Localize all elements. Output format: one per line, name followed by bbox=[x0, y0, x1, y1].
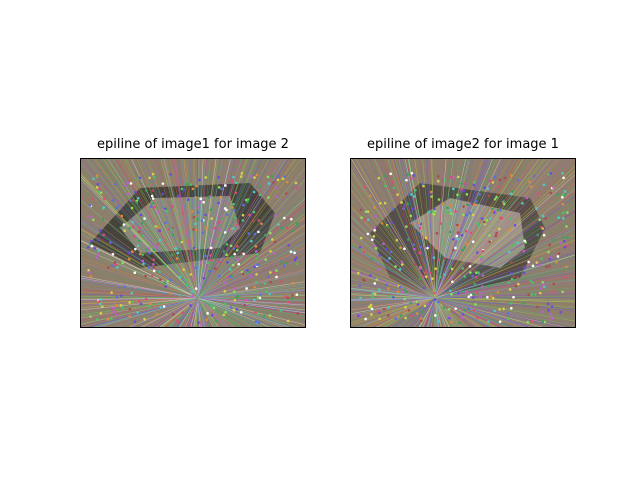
right-epiline-image bbox=[350, 158, 576, 328]
left-subplot: epiline of image1 for image 2 bbox=[80, 137, 306, 328]
left-epiline-image bbox=[80, 158, 306, 328]
right-subplot-title: epiline of image2 for image 1 bbox=[367, 137, 559, 152]
right-subplot: epiline of image2 for image 1 bbox=[350, 137, 576, 328]
left-subplot-title: epiline of image1 for image 2 bbox=[97, 137, 289, 152]
